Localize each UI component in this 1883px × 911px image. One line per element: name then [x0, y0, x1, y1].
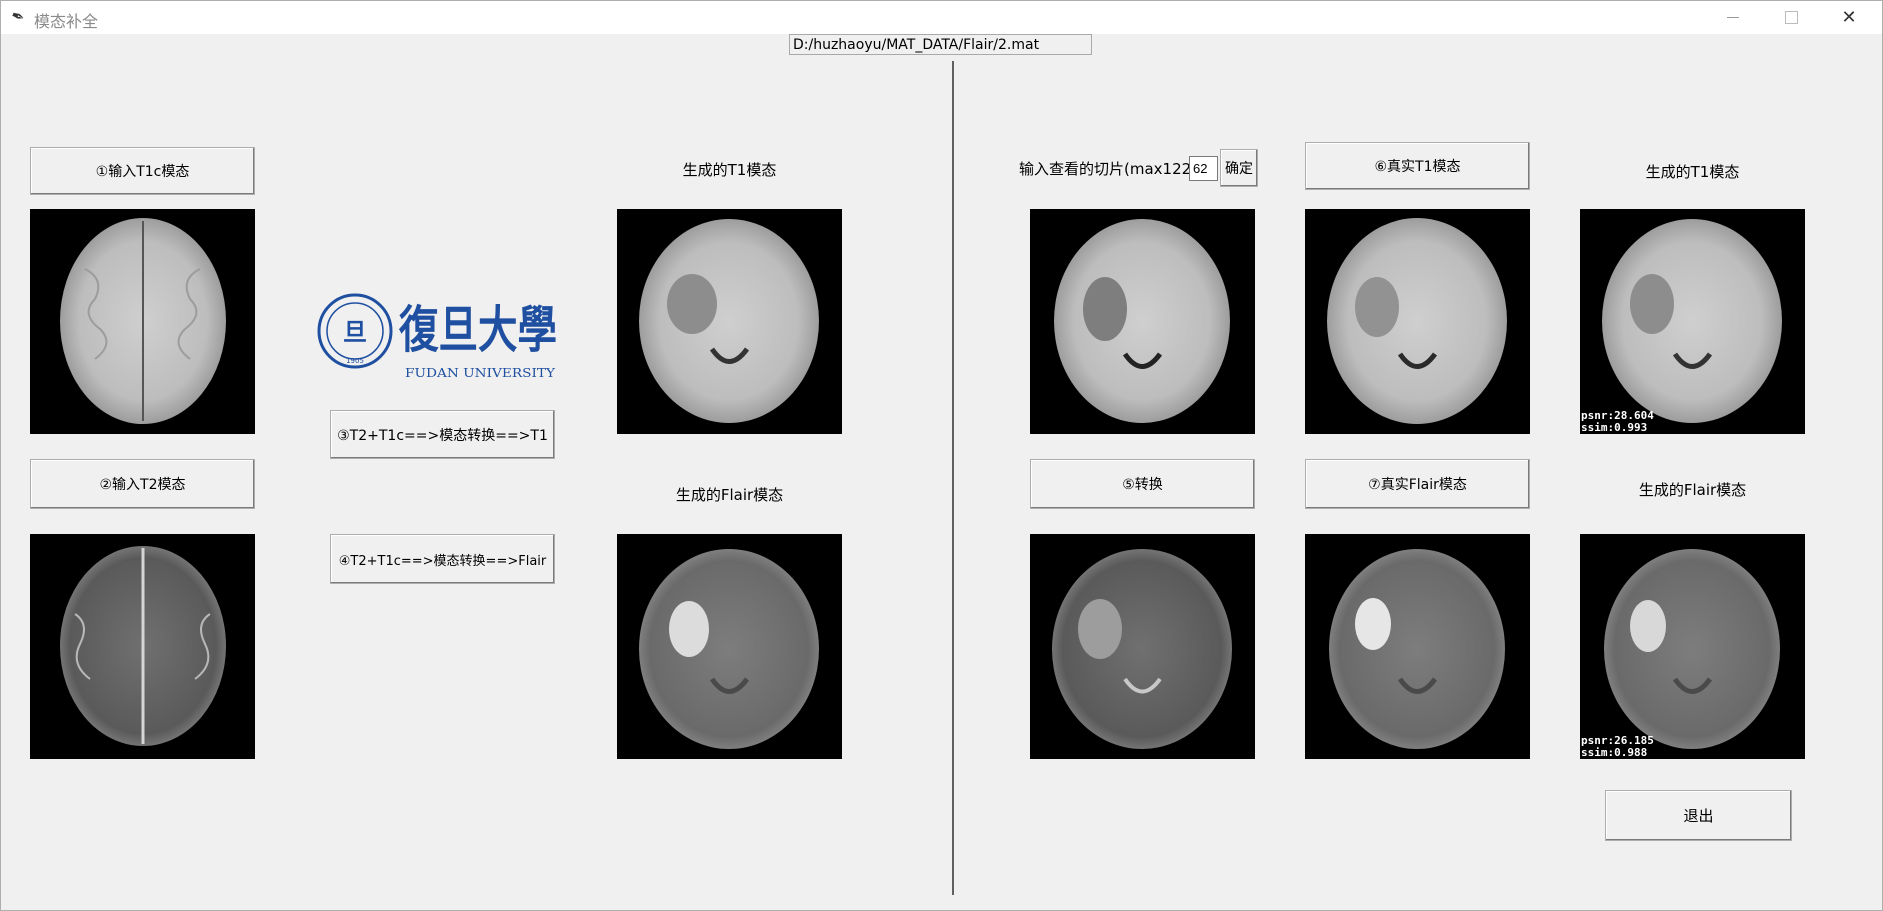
- slice-t2-image: [1030, 534, 1255, 759]
- flair-psnr-value: psnr:26.185: [1581, 734, 1654, 747]
- real-flair-button[interactable]: ⑦真实Flair模态: [1305, 459, 1530, 509]
- t1-psnr-value: psnr:28.604: [1581, 409, 1654, 422]
- right-generated-flair-label: 生成的Flair模态: [1638, 481, 1747, 499]
- real-t1-button[interactable]: ⑥真实T1模态: [1305, 142, 1530, 190]
- vertical-divider: [952, 61, 954, 895]
- convert-button[interactable]: ⑤转换: [1030, 459, 1255, 509]
- generated-flair-image: [617, 534, 842, 759]
- input-t2-image: [30, 534, 255, 759]
- svg-text:復旦大學: 復旦大學: [398, 300, 557, 359]
- input-t1c-image: [30, 209, 255, 434]
- generated-t1-label: 生成的T1模态: [682, 161, 777, 179]
- svg-text:FUDAN UNIVERSITY: FUDAN UNIVERSITY: [405, 366, 556, 380]
- close-icon: ✕: [1841, 7, 1857, 28]
- title-bar: ✒ 模态补全 ✕: [1, 1, 1882, 34]
- fudan-university-logo: 旦 1905 復旦大學 FUDAN UNIVERSITY: [317, 293, 557, 380]
- exit-button[interactable]: 退出: [1605, 790, 1792, 841]
- minimize-button[interactable]: [1704, 1, 1762, 34]
- seal-glyph: 旦: [343, 317, 367, 346]
- generated-t1-image: [617, 209, 842, 434]
- right-generated-flair-image: psnr:26.185 ssim:0.988: [1580, 534, 1805, 759]
- input-t2-button[interactable]: ②输入T2模态: [30, 459, 255, 509]
- close-button[interactable]: ✕: [1820, 1, 1878, 34]
- t1-ssim-value: ssim:0.993: [1581, 421, 1648, 434]
- minimize-icon: [1727, 17, 1739, 18]
- window-title: 模态补全: [34, 12, 99, 31]
- maximize-icon: [1784, 11, 1798, 24]
- slice-t1c-image: [1030, 209, 1255, 434]
- svg-text:1905: 1905: [346, 357, 364, 365]
- right-generated-t1-image: psnr:28.604 ssim:0.993: [1580, 209, 1805, 434]
- maximize-button[interactable]: [1762, 1, 1820, 34]
- real-t1-image: [1305, 209, 1530, 434]
- slice-input-label: 输入查看的切片(max122): [1019, 160, 1198, 178]
- convert-to-flair-button[interactable]: ④T2+T1c==>模态转换==>Flair: [330, 534, 555, 584]
- right-generated-t1-label: 生成的T1模态: [1645, 163, 1740, 181]
- real-flair-image: [1305, 534, 1530, 759]
- input-t1c-button[interactable]: ①输入T1c模态: [30, 147, 255, 195]
- slice-number-input[interactable]: [1189, 156, 1218, 181]
- file-path-field: D:/huzhaoyu/MAT_DATA/Flair/2.mat: [789, 34, 1092, 55]
- confirm-button[interactable]: 确定: [1220, 149, 1258, 187]
- convert-to-t1-button[interactable]: ③T2+T1c==>模态转换==>T1: [330, 410, 555, 459]
- flair-ssim-value: ssim:0.988: [1581, 746, 1648, 759]
- feather-icon: ✒: [8, 5, 28, 28]
- generated-flair-label: 生成的Flair模态: [675, 486, 784, 504]
